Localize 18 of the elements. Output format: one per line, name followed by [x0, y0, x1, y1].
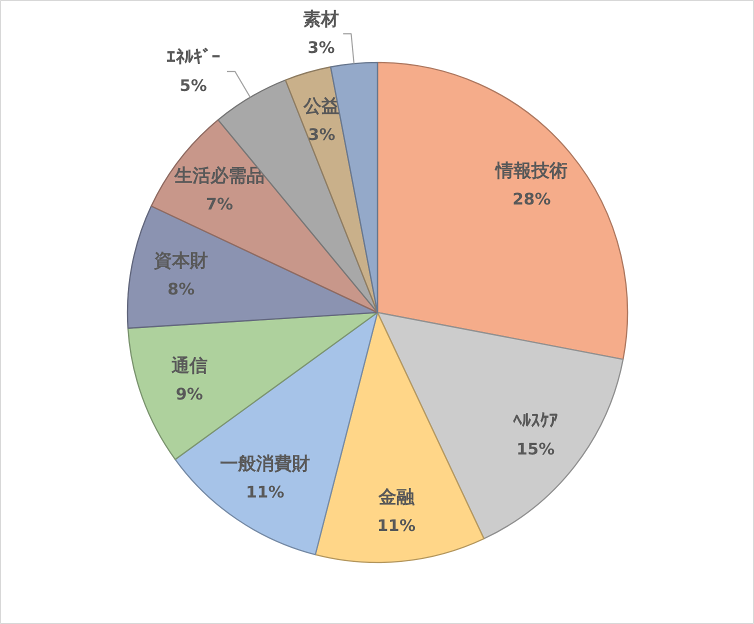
- slice-label: 資本財: [153, 250, 208, 272]
- data-label: 9%: [176, 384, 203, 404]
- data-label: 8%: [167, 280, 195, 299]
- slice-label: ｴﾈﾙｷﾞｰ: [166, 46, 220, 68]
- data-label: 5%: [180, 76, 207, 95]
- slice-label: 情報技術: [494, 160, 568, 182]
- data-label: 3%: [308, 124, 336, 144]
- slice-label: 一般消費財: [220, 453, 310, 474]
- slice-label: 素材: [303, 9, 340, 30]
- data-label: 15%: [516, 440, 555, 459]
- data-label: 11%: [246, 482, 284, 502]
- data-label: 3%: [308, 38, 335, 58]
- slice-label: 金融: [377, 487, 416, 508]
- data-label: 28%: [512, 190, 551, 209]
- data-label: 7%: [206, 194, 234, 214]
- slice-label: ﾍﾙｽｹｱ: [513, 410, 558, 432]
- slice-label: 通信: [170, 356, 208, 377]
- data-label: 11%: [377, 516, 416, 536]
